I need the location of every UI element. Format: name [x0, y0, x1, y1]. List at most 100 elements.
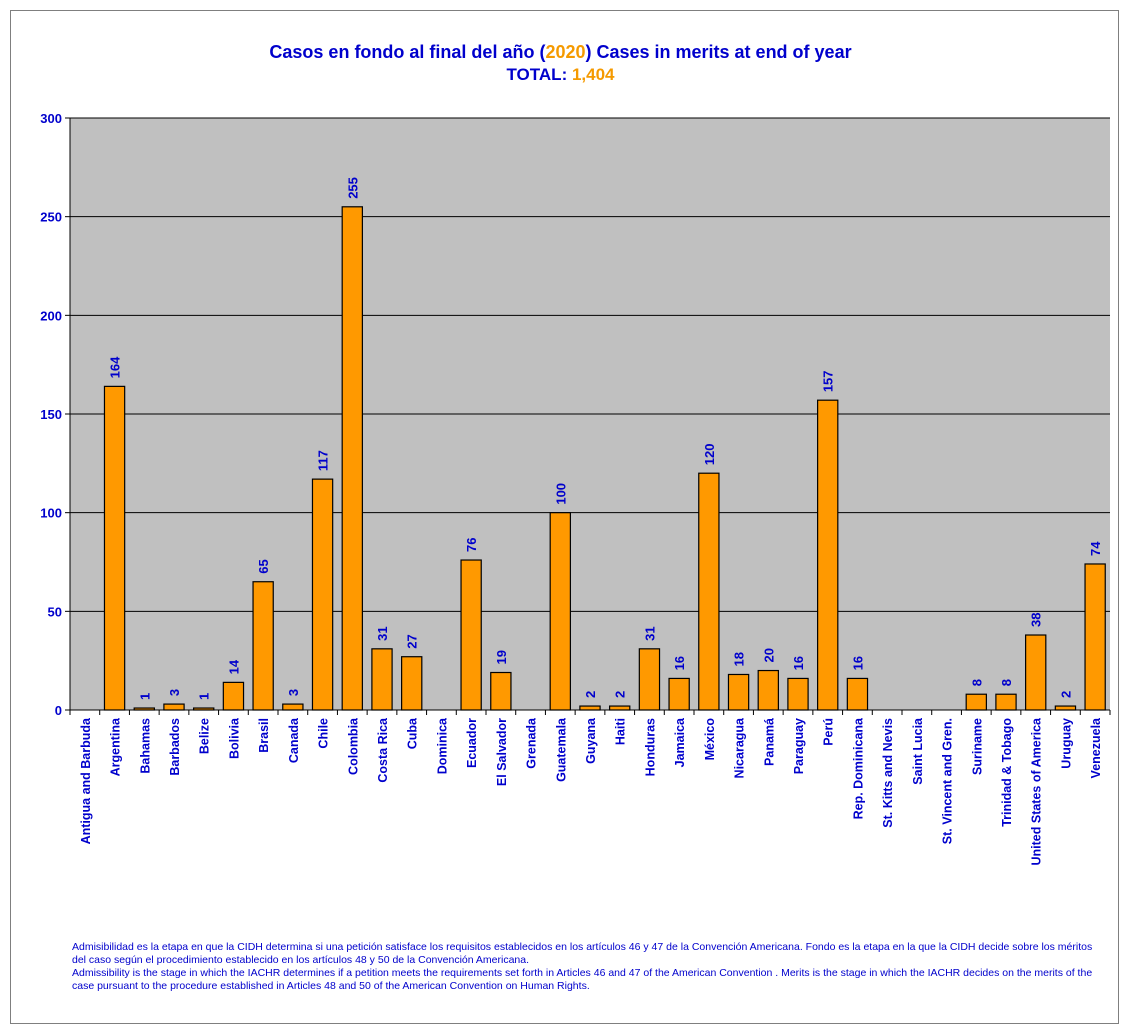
bar	[609, 705, 631, 711]
y-tick-label: 50	[48, 604, 62, 619]
bar	[757, 669, 779, 711]
data-label: 20	[761, 648, 776, 662]
x-tick-label: Guatemala	[554, 717, 568, 782]
data-label: 1	[137, 693, 152, 700]
bar	[995, 693, 1017, 711]
data-label: 2	[613, 691, 628, 698]
bar	[787, 677, 809, 711]
total-label: TOTAL:	[506, 65, 568, 84]
x-tick-label: Suriname	[970, 718, 984, 775]
bar	[846, 677, 869, 711]
data-label: 164	[108, 356, 123, 378]
data-label: 65	[256, 559, 271, 573]
x-tick-label: Brasil	[257, 718, 271, 753]
x-tick-label: St. Kitts and Nevis	[881, 718, 895, 828]
data-label: 2	[583, 691, 598, 698]
data-label: 16	[850, 656, 865, 670]
bar	[371, 648, 393, 711]
y-tick-label: 150	[40, 407, 62, 422]
x-tick-label: Honduras	[643, 718, 657, 776]
x-tick-label: Jamaica	[673, 717, 687, 767]
bar	[163, 703, 185, 711]
chart-title: Casos en fondo al final del año (2020) C…	[0, 40, 1121, 64]
bar	[817, 399, 839, 711]
x-tick-label: Paraguay	[792, 718, 806, 774]
bar	[549, 512, 571, 711]
x-tick-label: United States of America	[1030, 717, 1044, 866]
x-tick-label: Costa Rica	[376, 717, 390, 783]
bar	[668, 677, 690, 711]
x-tick-label: Argentina	[109, 717, 123, 776]
title-prefix: Casos en fondo al final del año (	[269, 42, 546, 62]
y-tick-label: 100	[40, 506, 62, 521]
x-tick-label: Saint Lucia	[911, 717, 925, 785]
data-label: 76	[464, 538, 479, 552]
x-tick-label: Antigua and Barbuda	[79, 717, 93, 844]
bar	[401, 656, 423, 711]
footnote: Admisibilidad es la etapa en que la CIDH…	[72, 941, 1102, 993]
data-label: 31	[642, 626, 657, 640]
bar	[579, 705, 601, 711]
x-tick-label: Nicaragua	[733, 717, 747, 778]
gridlines	[70, 117, 1110, 612]
x-tick-label: Trinidad & Tobago	[1000, 718, 1014, 827]
y-axis: 0 50 100 150 200 250 300	[40, 111, 71, 718]
x-tick-label: Perú	[822, 718, 836, 746]
data-label: 157	[821, 370, 836, 392]
chart-subtitle: TOTAL: 1,404	[0, 64, 1121, 86]
bar	[222, 681, 245, 711]
x-tick-label: Ecuador	[465, 718, 479, 768]
bar	[460, 559, 482, 711]
bar	[1084, 563, 1106, 711]
bar	[727, 673, 750, 711]
data-label: 117	[316, 450, 331, 471]
bar	[282, 703, 304, 711]
title-year: 2020	[545, 42, 586, 62]
bar	[341, 206, 363, 711]
data-label: 100	[553, 483, 568, 505]
data-label: 120	[702, 443, 717, 465]
bar	[965, 693, 987, 711]
y-tick-label: 0	[55, 703, 62, 718]
data-label: 8	[999, 679, 1014, 686]
data-label: 14	[226, 659, 241, 674]
bar	[1054, 705, 1077, 711]
x-tick-label: El Salvador	[495, 718, 509, 786]
bar	[103, 385, 126, 711]
data-label: 16	[791, 656, 806, 670]
bars	[103, 206, 1106, 711]
data-label: 74	[1088, 541, 1103, 556]
x-tick-label: Guyana	[584, 717, 598, 764]
bar	[311, 478, 334, 711]
x-tick-label: Rep. Dominicana	[851, 717, 865, 819]
x-tick-label: Colombia	[346, 717, 360, 775]
data-label: 27	[405, 634, 420, 648]
x-tick-label: Panamá	[762, 718, 776, 766]
bar	[252, 581, 274, 711]
footnote-en: Admissibility is the stage in which the …	[72, 967, 1093, 992]
x-tick-label: Barbados	[168, 718, 182, 776]
x-tick-label: Dominica	[435, 717, 449, 774]
data-label: 1	[197, 693, 212, 700]
x-tick-label: St. Vincent and Gren.	[941, 718, 955, 844]
x-tick-label: Venezuela	[1089, 717, 1103, 778]
data-label: 8	[969, 679, 984, 686]
data-label: 16	[672, 656, 687, 670]
bar	[698, 472, 720, 711]
x-tick-label: Bahamas	[138, 718, 152, 774]
data-label: 19	[494, 650, 509, 664]
bar	[490, 671, 512, 711]
x-tick-label: Bolivia	[227, 717, 241, 759]
data-label: 38	[1029, 613, 1044, 627]
x-tick-label: Canada	[287, 717, 301, 763]
bar	[1025, 634, 1047, 711]
x-tick-label: México	[703, 718, 717, 761]
data-label: 255	[345, 177, 360, 199]
data-label: 31	[375, 626, 390, 640]
bar	[638, 648, 661, 711]
x-tick-label: Haiti	[614, 718, 628, 745]
x-tick-label: Cuba	[406, 717, 420, 749]
data-label: 3	[286, 689, 301, 696]
